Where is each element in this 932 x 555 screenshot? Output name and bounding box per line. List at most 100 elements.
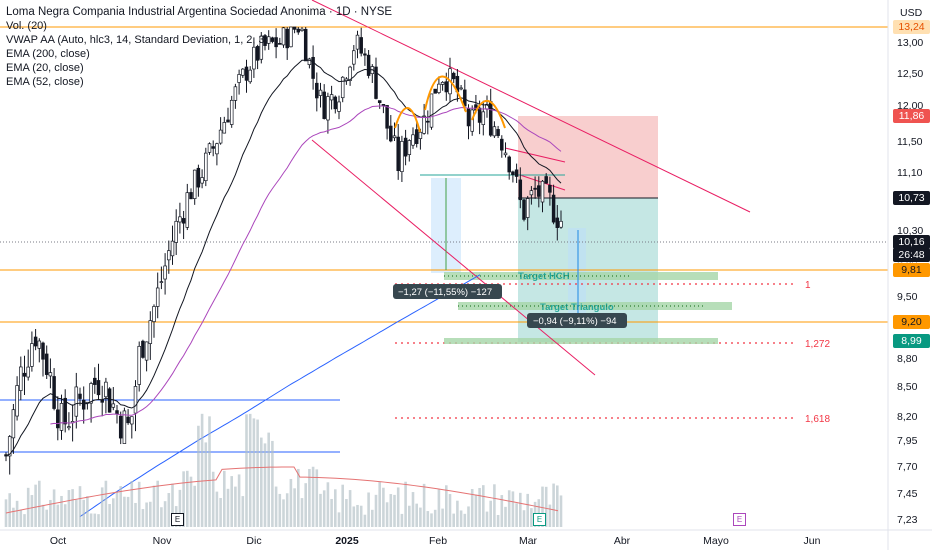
volume-bar	[186, 470, 189, 527]
volume-bar	[38, 480, 41, 527]
volume-bar	[511, 491, 515, 527]
volume-bar	[507, 490, 511, 527]
indicator-vwap[interactable]: VWAP AA (Auto, hlc3, 14, Standard Deviat…	[6, 34, 269, 46]
indicator-ema-200[interactable]: EMA (200, close)	[6, 48, 90, 60]
currency-label[interactable]: USD	[900, 7, 923, 19]
candle-body	[422, 115, 426, 134]
price-tag-level-13-24: 13,24	[893, 20, 930, 34]
candle-body	[418, 131, 423, 139]
earnings-marker-2[interactable]: E	[533, 513, 546, 526]
target-triangle-label: Target Triangulo	[540, 302, 614, 313]
volume-bar	[371, 509, 374, 527]
volume-bar	[426, 511, 430, 527]
volume-bar	[41, 504, 45, 527]
candle-body	[440, 81, 445, 85]
candle-body	[403, 137, 408, 157]
price-tick-label: 9,50	[897, 291, 918, 303]
volume-bar	[89, 513, 93, 527]
volume-bar	[485, 511, 489, 527]
candle-body	[459, 87, 463, 90]
candle-body	[7, 436, 12, 457]
volume-bar	[289, 478, 293, 527]
volume-bar	[337, 512, 341, 527]
volume-bar	[78, 486, 82, 527]
earnings-marker-3[interactable]: E	[733, 513, 746, 526]
volume-bar	[178, 489, 182, 527]
volume-bar	[237, 474, 241, 527]
candle-body	[281, 27, 286, 46]
volume-bar	[93, 513, 97, 527]
candle-body	[363, 53, 367, 56]
candle-body	[155, 287, 160, 307]
hs-right-shoulder	[471, 99, 506, 129]
price-tick-label: 10,30	[897, 225, 923, 237]
volume-bar	[112, 498, 115, 527]
volume-bar	[378, 482, 381, 527]
volume-bar	[160, 507, 163, 527]
volume-bar	[293, 488, 296, 527]
pennant-line-1	[504, 147, 566, 163]
measure-label-triangle-bg	[527, 313, 627, 328]
time-axis-label-dic: Dic	[246, 535, 261, 547]
candle-body	[233, 86, 238, 101]
volume-bar	[219, 497, 222, 527]
candle-body	[118, 415, 123, 439]
candle-body	[67, 426, 71, 429]
volume-bar	[363, 514, 367, 527]
candle-body	[481, 111, 486, 125]
candle-body	[555, 217, 560, 228]
candle-body	[278, 43, 282, 45]
earnings-marker-1[interactable]: E	[171, 513, 184, 526]
symbol-title[interactable]: Loma Negra Compania Industrial Argentina…	[6, 6, 393, 18]
volume-bar	[19, 509, 23, 527]
volume-bar	[530, 508, 533, 527]
candle-body	[377, 100, 382, 104]
candle-body	[137, 345, 141, 385]
candle-body	[215, 143, 219, 155]
indicator-ema-20[interactable]: EMA (20, close)	[6, 62, 84, 74]
indicator-ema-52[interactable]: EMA (52, close)	[6, 76, 84, 88]
price-tag-countdown: 26:48	[893, 248, 930, 262]
price-tag-target: 8,99	[893, 334, 930, 348]
candle-body	[89, 383, 93, 404]
candle-body	[41, 342, 45, 360]
volume-bar	[260, 437, 263, 527]
candle-body	[337, 101, 341, 112]
price-tag-level-9-20: 9,20	[893, 315, 930, 329]
candle-body	[63, 397, 67, 425]
price-tick-label: 7,95	[897, 435, 918, 447]
candle-body	[318, 89, 323, 96]
volume-bar	[489, 500, 492, 527]
volume-bar	[448, 494, 452, 527]
volume-bar	[404, 481, 407, 527]
candle-body	[59, 403, 64, 431]
volume-bar	[167, 493, 171, 527]
candle-body	[229, 99, 234, 125]
candle-body	[241, 68, 245, 76]
fib-level-1618-label: 1,618	[805, 414, 830, 425]
candle-body	[355, 34, 360, 50]
volume-bar	[171, 483, 174, 527]
candle-body	[170, 240, 175, 257]
candle-body	[122, 410, 127, 444]
candle-body	[311, 56, 315, 79]
hs-left-shoulder	[394, 107, 421, 133]
volume-bar	[415, 503, 418, 527]
candle-body	[392, 135, 397, 139]
indicator-volume[interactable]: Vol. (20)	[6, 20, 47, 32]
candle-body	[511, 171, 515, 175]
volume-bar	[452, 513, 455, 527]
volume-bar	[356, 504, 359, 527]
volume-bar	[4, 499, 8, 527]
volume-bar	[223, 470, 226, 527]
volume-bar	[330, 498, 333, 527]
volume-bar	[552, 483, 555, 527]
volume-bar	[267, 432, 270, 527]
price-tick-label: 12,50	[897, 68, 923, 80]
volume-bar	[252, 418, 256, 527]
candle-body	[200, 177, 204, 184]
volume-bar	[359, 505, 363, 527]
volume-bar	[193, 485, 196, 527]
